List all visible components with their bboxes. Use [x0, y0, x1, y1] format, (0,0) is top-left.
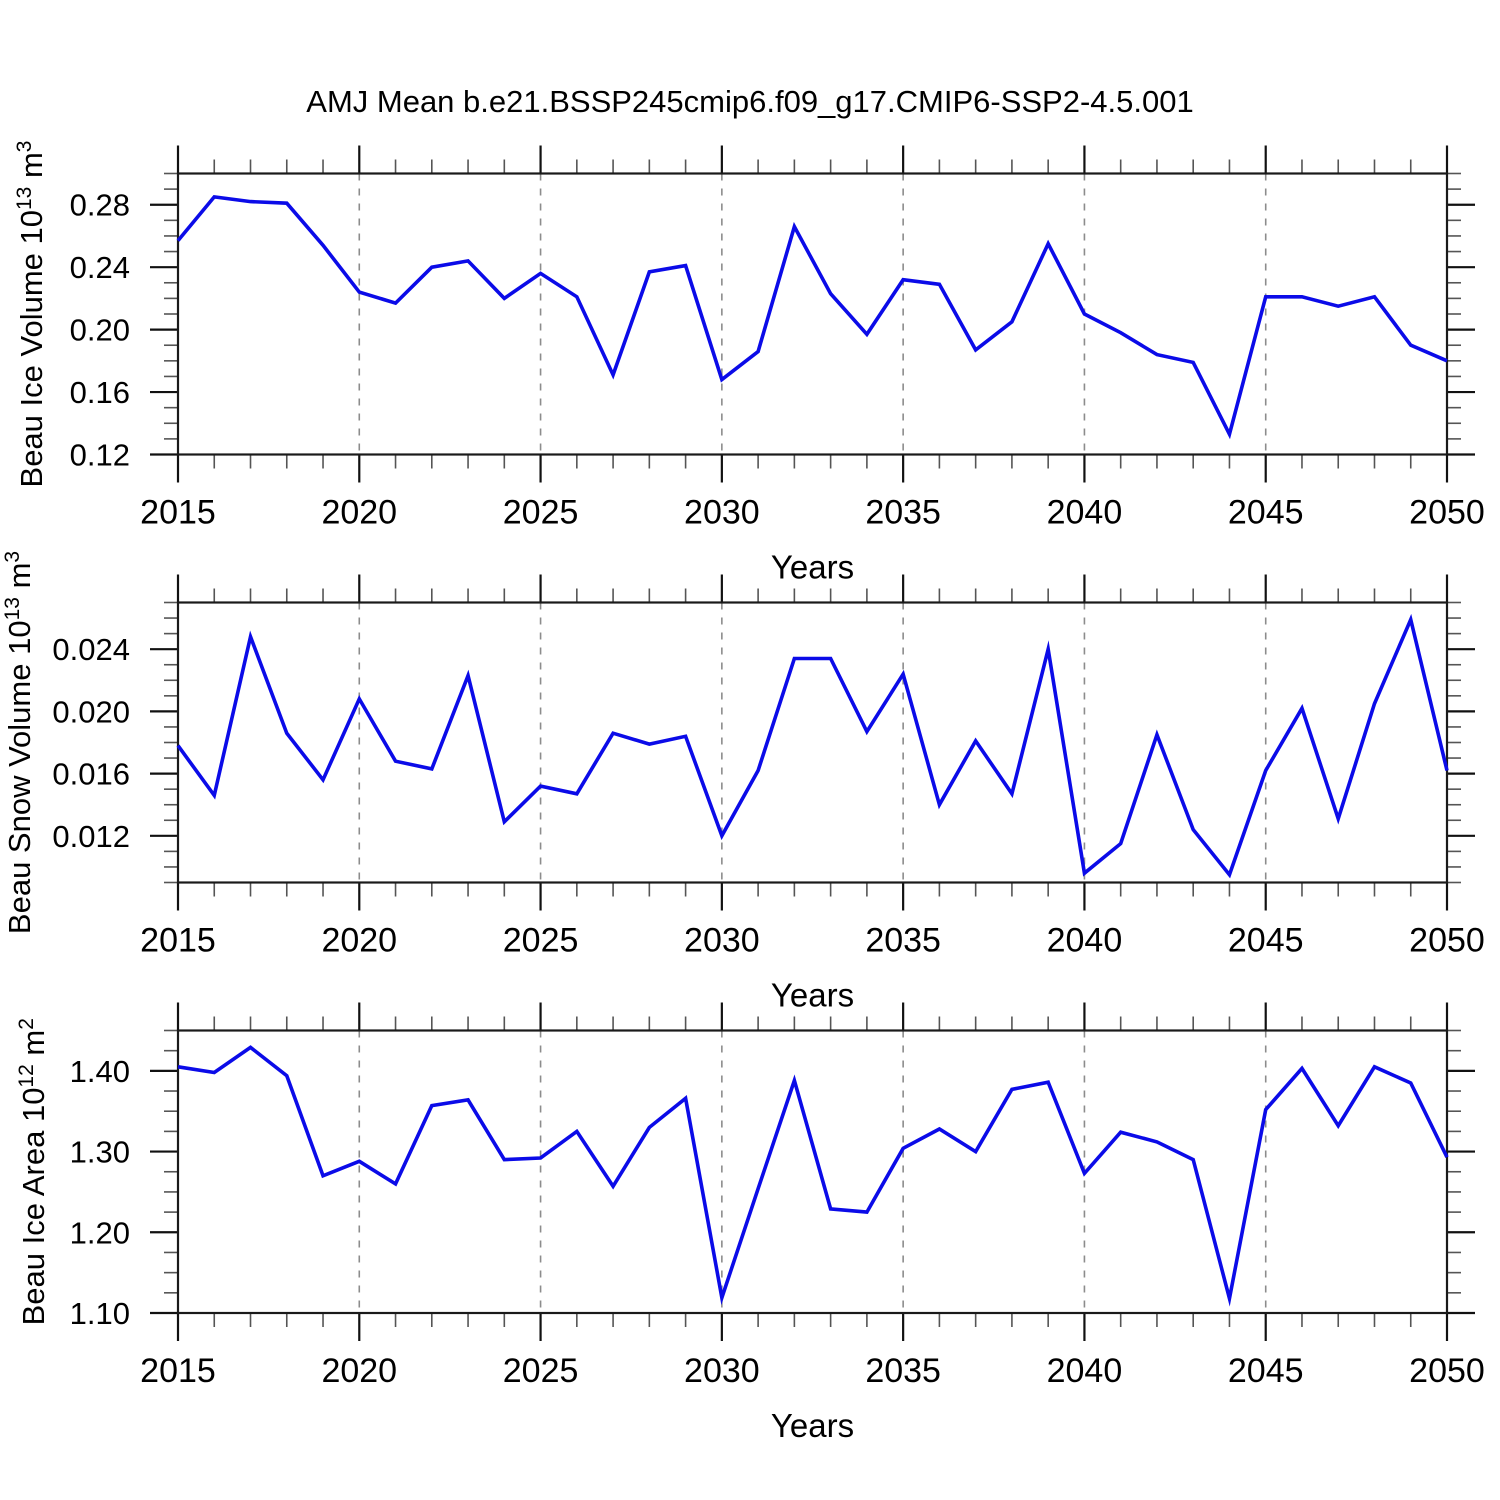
y-tick-label: 0.12	[70, 438, 130, 473]
y-tick-label: 1.10	[70, 1296, 130, 1331]
plot-border	[176, 601, 1449, 884]
panel-3: 1.10 1.20 1.30 1.40 2015 2020 2025 2030 2035 2040…	[15, 1002, 1485, 1444]
y-tick-label: 0.24	[70, 250, 130, 285]
x-tick-label: 2015	[140, 494, 216, 532]
x-axis-title-panel-3: Years	[771, 1407, 854, 1444]
x-tick-label: 2030	[684, 494, 760, 532]
x-tick-label: 2040	[1047, 922, 1123, 960]
x-tick-label: 2050	[1409, 494, 1485, 532]
x-tick-label: 2015	[140, 922, 216, 960]
x-tick-label: 2020	[321, 1352, 397, 1390]
y-tick-label: 0.020	[52, 694, 130, 729]
x-tick-label: 2035	[865, 1352, 941, 1390]
figure-title: AMJ Mean b.e21.BSSP245cmip6.f09_g17.CMIP…	[306, 84, 1194, 119]
x-tick-label: 2045	[1228, 1352, 1304, 1390]
y-tick-label: 0.016	[52, 757, 130, 792]
x-tick-label: 2015	[140, 1352, 216, 1390]
x-tick-label: 2030	[684, 922, 760, 960]
x-tick-label: 2035	[865, 922, 941, 960]
plot-border	[176, 172, 1449, 456]
y-tick-label: 1.30	[70, 1135, 130, 1170]
panel-1: 0.12 0.16 0.20 0.24 0.28 2015 2020 2025 2030 2035…	[13, 141, 1485, 586]
panel-2-series-line	[176, 613, 1449, 879]
x-tick-label: 2025	[503, 1352, 579, 1390]
y-axis-title-panel-3: Beau Ice Area 1012 m2	[15, 1018, 51, 1325]
panel-2: 0.012 0.016 0.020 0.024 2015 2020 2025 2030 2035…	[1, 551, 1485, 1014]
x-axis-title-panel-1: Years	[771, 549, 854, 586]
y-tick-label: 0.012	[52, 819, 130, 854]
y-tick-label: 0.28	[70, 188, 130, 223]
plot-border	[176, 1029, 1449, 1315]
x-tick-label: 2050	[1409, 1352, 1485, 1390]
y-tick-label: 1.40	[70, 1054, 130, 1089]
x-tick-label: 2020	[321, 494, 397, 532]
x-tick-label: 2045	[1228, 922, 1304, 960]
x-tick-label: 2045	[1228, 494, 1304, 532]
y-tick-label: 0.20	[70, 313, 130, 348]
x-tick-label: 2025	[503, 494, 579, 532]
y-tick-label: 0.024	[52, 632, 130, 667]
y-axis-title-panel-1: Beau Ice Volume 1013 m3	[13, 141, 49, 488]
y-axis-title-panel-2: Beau Snow Volume 1013 m3	[1, 551, 37, 934]
x-tick-label: 2050	[1409, 922, 1485, 960]
x-axis-title-panel-2: Years	[771, 977, 854, 1014]
panel-3-series-line	[177, 1045, 1449, 1307]
x-tick-label: 2020	[321, 922, 397, 960]
panel-1-series-line	[176, 194, 1448, 440]
x-tick-label: 2040	[1047, 494, 1123, 532]
x-tick-label: 2030	[684, 1352, 760, 1390]
y-tick-label: 0.16	[70, 375, 130, 410]
y-tick-label: 1.20	[70, 1215, 130, 1250]
x-tick-label: 2040	[1047, 1352, 1123, 1390]
x-tick-label: 2035	[865, 494, 941, 532]
x-tick-label: 2025	[503, 922, 579, 960]
